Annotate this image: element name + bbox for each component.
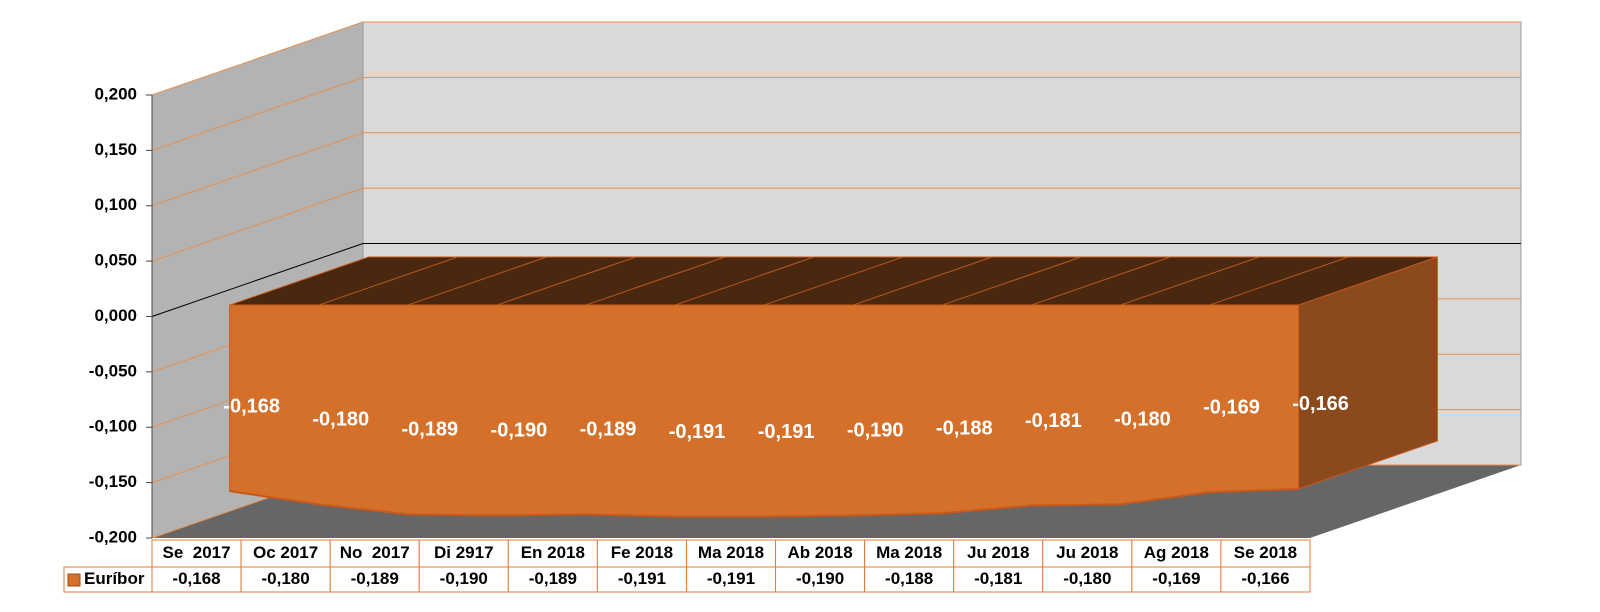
y-tick-label: -0,150 [89, 472, 137, 491]
table-cell [418, 539, 509, 568]
area-top-divider [674, 256, 815, 306]
table-value: -0,189 [351, 569, 399, 588]
data-label: -0,166 [1292, 393, 1349, 415]
table-value: -0,189 [529, 569, 577, 588]
area-top-divider [1209, 256, 1349, 306]
data-label: -0,180 [312, 409, 369, 431]
y-tick-label: -0,200 [89, 527, 137, 546]
table-cell [329, 539, 420, 568]
table-value: -0,169 [1152, 569, 1200, 588]
table-cell [953, 566, 1044, 593]
data-label: -0,191 [669, 421, 726, 443]
table-cell [240, 566, 331, 593]
y-tick-label: 0,200 [94, 84, 137, 103]
y-tick-label: 0,100 [94, 195, 137, 214]
grid-line [151, 243, 364, 317]
area-edge [229, 487, 1299, 518]
grid-line [151, 132, 364, 207]
table-cell [775, 566, 866, 593]
grid-line [151, 76, 364, 151]
x-tick-label: Di 2917 [434, 543, 494, 562]
data-label: -0,188 [936, 418, 993, 440]
table-cell [685, 539, 777, 568]
x-tick-label: Ju 2018 [1056, 543, 1118, 562]
table-value: -0,180 [1063, 569, 1111, 588]
table-cell [418, 566, 509, 593]
y-tick-label: 0,050 [94, 251, 137, 270]
data-label: -0,168 [223, 395, 280, 417]
area-top-divider [318, 256, 458, 306]
data-label: -0,190 [491, 420, 548, 442]
x-tick-label: Ma 2018 [876, 543, 942, 562]
data-label: -0,169 [1203, 396, 1260, 418]
table-cell [864, 539, 955, 568]
x-tick-label: Ma 2018 [698, 543, 764, 562]
table-value: -0,191 [618, 569, 666, 588]
area-top-divider [407, 256, 547, 306]
x-tick-label: Ab 2018 [787, 543, 852, 562]
y-tick-label: 0,150 [94, 140, 137, 159]
x-tick-label: Oc 2017 [253, 543, 318, 562]
table-value: -0,168 [172, 569, 220, 588]
x-tick-label: Ag 2018 [1144, 543, 1209, 562]
x-tick-label: Se 2018 [1234, 543, 1297, 562]
table-value: -0,180 [262, 569, 310, 588]
table-cell [329, 566, 420, 593]
data-label: -0,180 [1114, 409, 1171, 431]
table-cell [1131, 539, 1222, 568]
table-cell [1042, 539, 1133, 568]
x-tick-label: Se 2017 [163, 543, 231, 562]
x-tick-label: Fe 2018 [611, 543, 673, 562]
area-top-divider [853, 256, 993, 306]
table-cell [596, 539, 687, 568]
y-tick-label: -0,050 [89, 361, 137, 380]
y-tick-label: 0,000 [94, 306, 137, 325]
area-top-divider [942, 256, 1082, 306]
area-top-divider [763, 256, 904, 306]
table-value: -0,181 [974, 569, 1022, 588]
data-label: -0,189 [401, 419, 458, 441]
area-top-divider [1031, 256, 1171, 306]
data-label: -0,189 [580, 419, 637, 441]
area-top-divider [496, 256, 636, 306]
legend-label: Euríbor [84, 569, 145, 588]
area-top-divider [585, 256, 725, 306]
table-value: -0,190 [440, 569, 488, 588]
data-label: -0,191 [758, 421, 815, 443]
table-cell [151, 566, 242, 593]
table-cell [685, 566, 777, 593]
table-cell [1220, 566, 1311, 593]
table-value: -0,190 [796, 569, 844, 588]
data-label: -0,190 [847, 420, 904, 442]
table-cell [596, 566, 687, 593]
y-tick-label: -0,100 [89, 417, 137, 436]
x-tick-label: En 2018 [521, 543, 585, 562]
x-tick-label: Ju 2018 [967, 543, 1029, 562]
table-cell [507, 566, 598, 593]
table-cell [775, 539, 866, 568]
data-label: -0,181 [1025, 410, 1082, 432]
table-cell [240, 539, 331, 568]
table-value: -0,188 [885, 569, 933, 588]
grid-line [151, 187, 364, 262]
table-value: -0,166 [1241, 569, 1289, 588]
x-tick-label: No 2017 [340, 543, 410, 562]
grid-line [151, 21, 364, 96]
table-value: -0,191 [707, 569, 755, 588]
table-cell [864, 566, 955, 593]
legend-key [67, 573, 81, 587]
area-top-divider [1120, 256, 1260, 306]
